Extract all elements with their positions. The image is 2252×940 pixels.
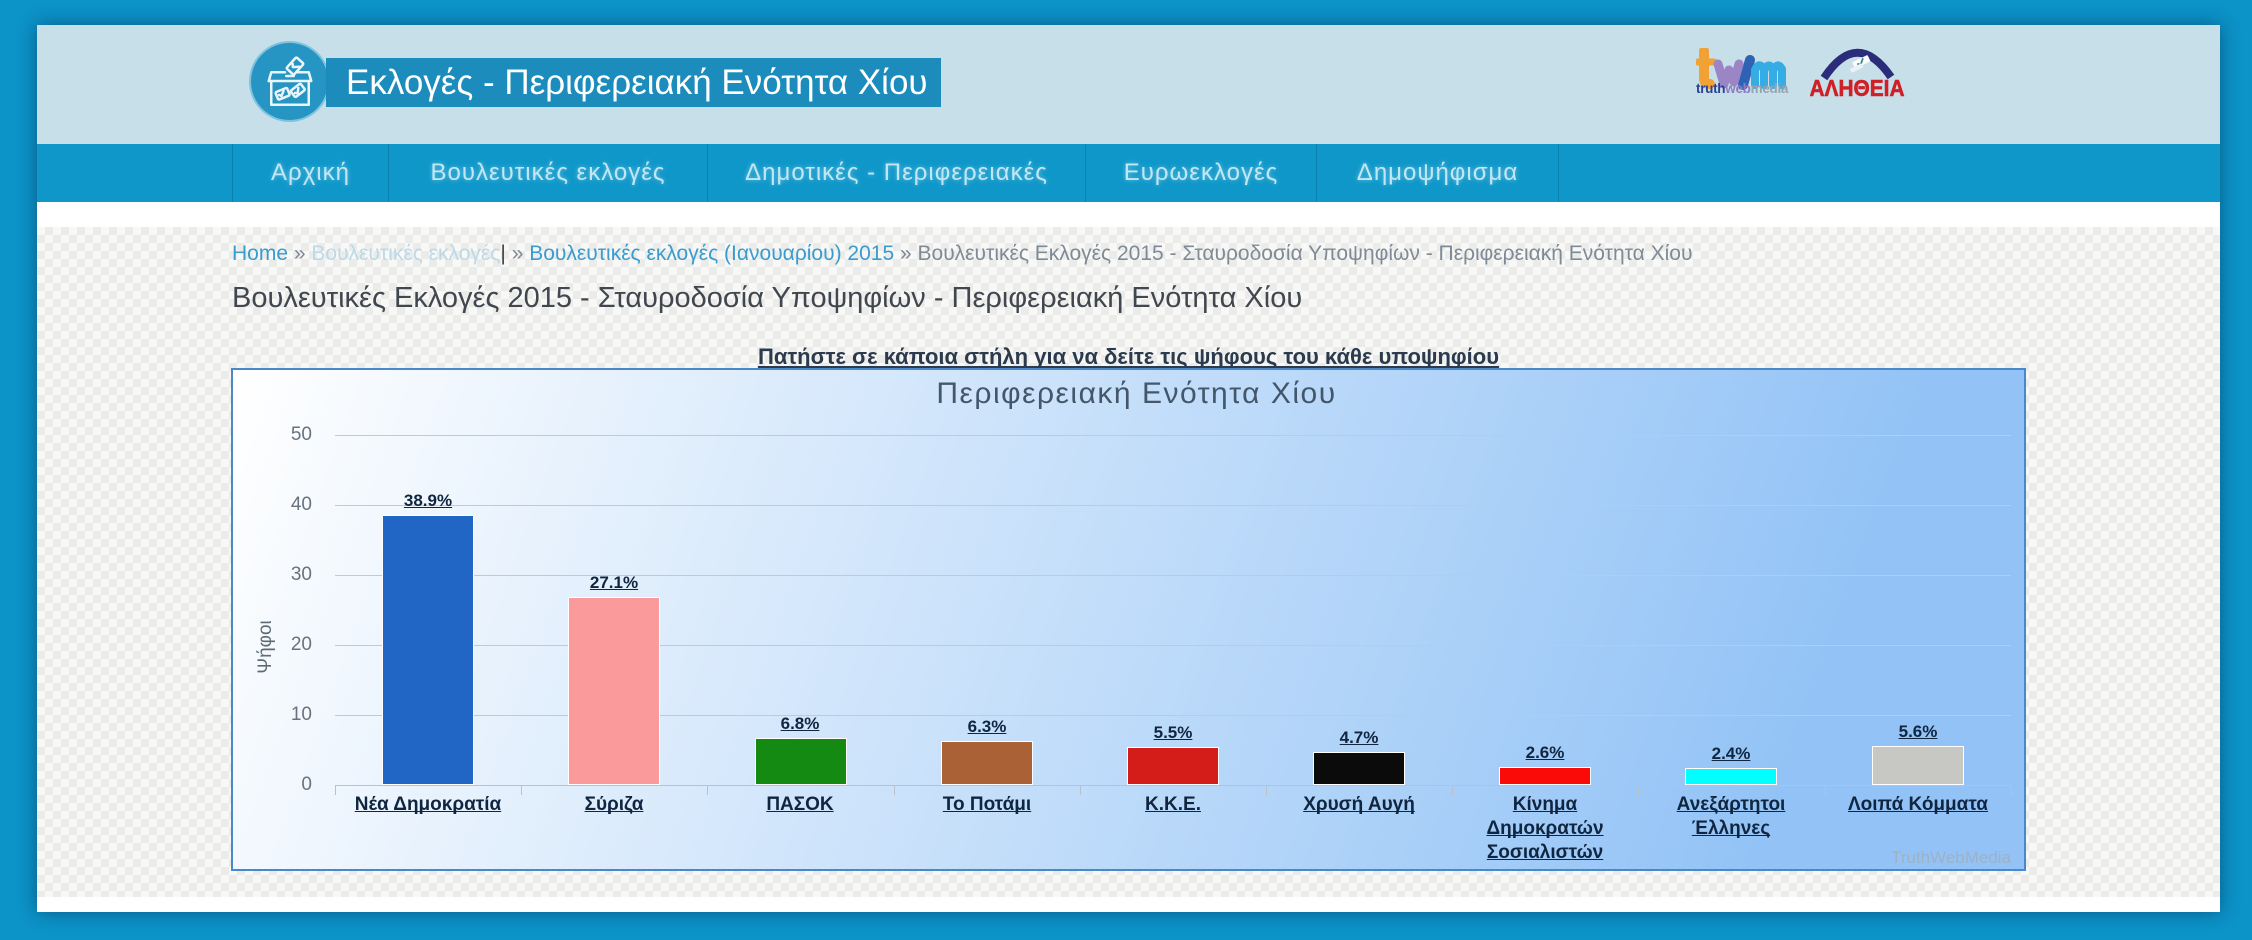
svg-text:ΑΛΗΘΕΙΑ: ΑΛΗΘΕΙΑ [1810,75,1905,100]
